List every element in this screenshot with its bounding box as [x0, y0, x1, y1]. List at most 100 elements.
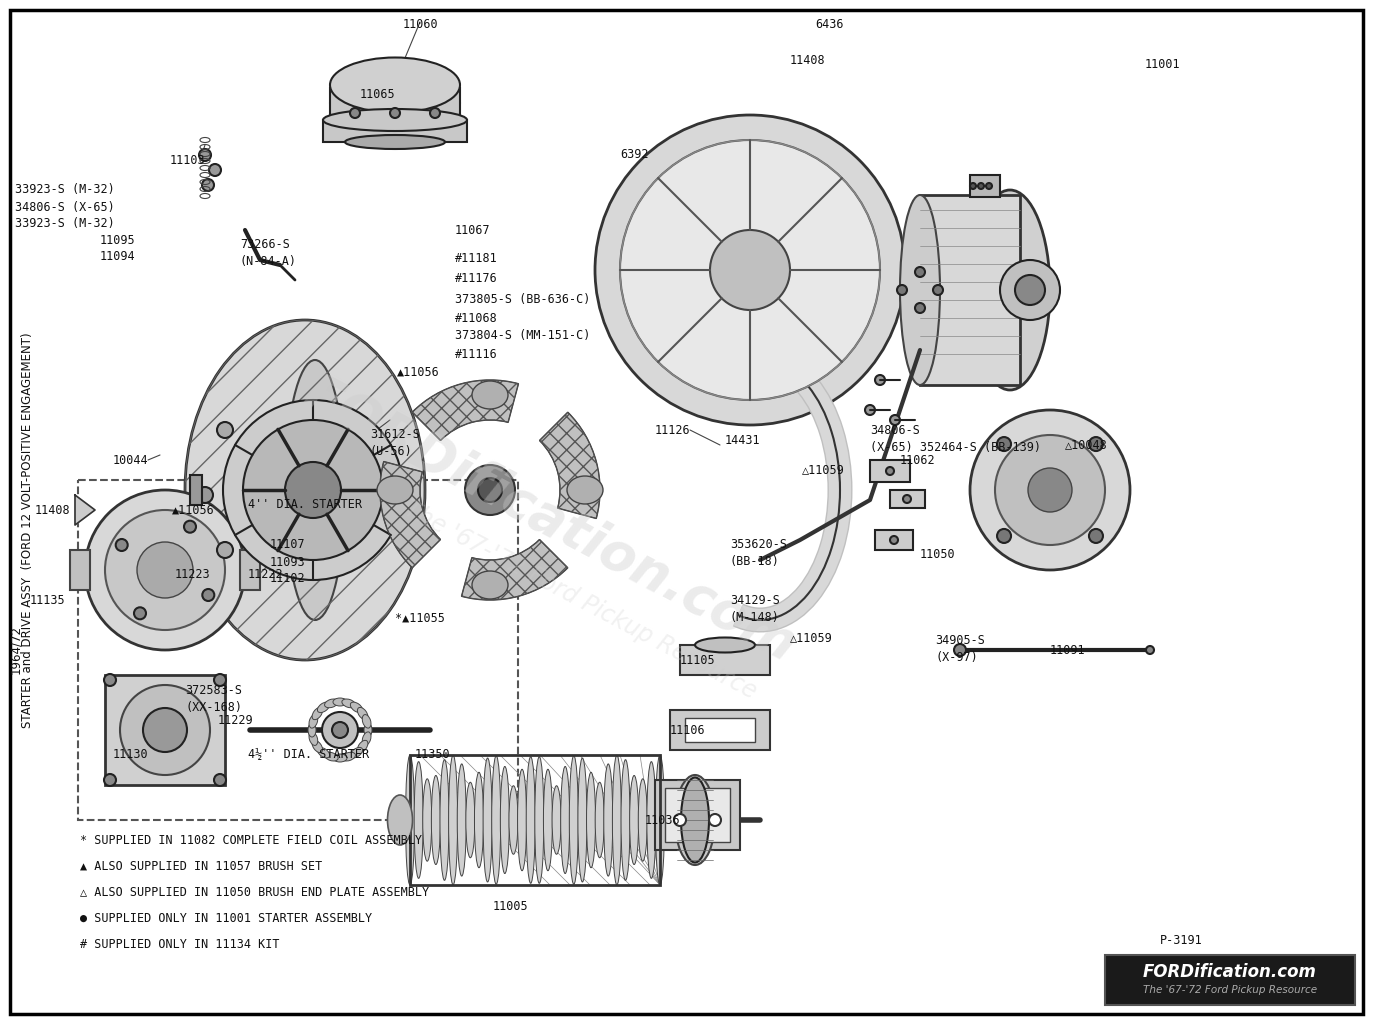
Wedge shape	[380, 462, 441, 567]
Text: △11059: △11059	[789, 632, 833, 644]
Circle shape	[184, 520, 196, 532]
Text: ▲ ALSO SUPPLIED IN 11057 BRUSH SET: ▲ ALSO SUPPLIED IN 11057 BRUSH SET	[80, 859, 323, 872]
Circle shape	[674, 814, 686, 826]
Text: 14431: 14431	[725, 433, 761, 446]
Text: 11408: 11408	[34, 504, 70, 516]
Circle shape	[1089, 529, 1103, 543]
Circle shape	[143, 708, 187, 752]
Text: STARTER and DRIVE ASSY  (FORD 12 VOLT-POSITIVE ENGAGEMENT): STARTER and DRIVE ASSY (FORD 12 VOLT-POS…	[22, 332, 34, 728]
Text: 11005: 11005	[492, 900, 527, 913]
Circle shape	[995, 435, 1105, 545]
Circle shape	[890, 415, 899, 425]
Ellipse shape	[647, 762, 656, 879]
Text: 372583-S: 372583-S	[185, 683, 242, 696]
Circle shape	[202, 589, 214, 601]
Wedge shape	[540, 413, 600, 518]
Ellipse shape	[324, 753, 338, 761]
Bar	[680, 645, 770, 675]
Ellipse shape	[312, 708, 323, 720]
Ellipse shape	[439, 760, 449, 881]
Text: 11102: 11102	[269, 571, 305, 585]
Wedge shape	[461, 540, 568, 600]
Ellipse shape	[308, 723, 316, 737]
Text: 34806-S: 34806-S	[870, 424, 920, 436]
Ellipse shape	[317, 748, 330, 758]
Ellipse shape	[309, 715, 317, 728]
Circle shape	[104, 774, 115, 786]
Text: 11223: 11223	[174, 568, 210, 582]
Bar	[104, 675, 225, 785]
Circle shape	[903, 495, 912, 503]
Bar	[700, 788, 730, 842]
Ellipse shape	[330, 57, 460, 113]
Circle shape	[886, 467, 894, 475]
Circle shape	[214, 774, 227, 786]
Text: 373805-S (BB-636-C): 373805-S (BB-636-C)	[454, 294, 590, 306]
Text: 6392: 6392	[621, 148, 648, 162]
Text: 34806-S (X-65): 34806-S (X-65)	[15, 201, 115, 213]
Text: 11036: 11036	[645, 813, 681, 826]
Text: △11059: △11059	[802, 464, 844, 476]
Bar	[969, 175, 1000, 197]
Ellipse shape	[560, 766, 570, 873]
Ellipse shape	[578, 758, 586, 882]
Text: 11106: 11106	[670, 724, 706, 736]
Bar	[411, 755, 660, 885]
Text: △ ALSO SUPPLIED IN 11050 BRUSH END PLATE ASSEMBLY: △ ALSO SUPPLIED IN 11050 BRUSH END PLATE…	[80, 886, 430, 898]
Ellipse shape	[604, 764, 612, 877]
Bar	[920, 195, 1020, 385]
Text: 11135: 11135	[29, 594, 65, 606]
Text: *▲11055: *▲11055	[395, 611, 445, 625]
Ellipse shape	[449, 755, 457, 885]
Ellipse shape	[518, 769, 527, 870]
Text: ▲11056: ▲11056	[397, 366, 439, 379]
Text: 33923-S (M-32): 33923-S (M-32)	[15, 183, 115, 197]
Ellipse shape	[969, 190, 1050, 390]
Text: 11350: 11350	[415, 749, 450, 762]
Circle shape	[997, 437, 1011, 451]
Text: ● SUPPLIED ONLY IN 11001 STARTER ASSEMBLY: ● SUPPLIED ONLY IN 11001 STARTER ASSEMBL…	[80, 911, 372, 925]
Text: 11062: 11062	[899, 454, 935, 467]
Circle shape	[1015, 275, 1045, 305]
Ellipse shape	[570, 756, 578, 885]
Ellipse shape	[324, 699, 338, 708]
Text: #11181: #11181	[454, 252, 498, 264]
Bar	[323, 120, 467, 142]
Ellipse shape	[681, 777, 708, 862]
Text: (M-148): (M-148)	[730, 610, 780, 624]
Text: FORDification.com: FORDification.com	[295, 368, 806, 673]
Text: 11130: 11130	[113, 749, 148, 762]
Text: 4½'' DIA. STARTER: 4½'' DIA. STARTER	[249, 749, 369, 762]
Circle shape	[1146, 646, 1153, 654]
Text: 11105: 11105	[680, 653, 715, 667]
Ellipse shape	[378, 476, 413, 504]
Ellipse shape	[357, 708, 368, 720]
Text: ▲11056: ▲11056	[172, 504, 216, 516]
Text: 4'' DIA. STARTER: 4'' DIA. STARTER	[249, 499, 362, 512]
Circle shape	[478, 478, 503, 502]
Circle shape	[969, 410, 1130, 570]
Ellipse shape	[323, 109, 467, 131]
Text: The '67-'72 Ford Pickup Resource: The '67-'72 Ford Pickup Resource	[400, 497, 761, 703]
Ellipse shape	[334, 698, 347, 706]
Ellipse shape	[630, 775, 638, 864]
Ellipse shape	[595, 782, 604, 858]
Text: #11068: #11068	[454, 311, 498, 325]
Text: 73266-S: 73266-S	[240, 239, 290, 252]
Circle shape	[196, 487, 213, 503]
Circle shape	[1089, 437, 1103, 451]
Ellipse shape	[350, 702, 362, 713]
Circle shape	[243, 420, 383, 560]
Circle shape	[217, 422, 233, 438]
Ellipse shape	[535, 757, 544, 884]
Circle shape	[222, 400, 404, 580]
Circle shape	[934, 285, 943, 295]
Text: #11176: #11176	[454, 271, 498, 285]
Bar	[330, 88, 460, 128]
Circle shape	[890, 536, 898, 544]
Circle shape	[202, 179, 214, 191]
Text: 11060: 11060	[402, 18, 438, 31]
Ellipse shape	[357, 740, 368, 753]
Ellipse shape	[362, 732, 371, 745]
Wedge shape	[412, 380, 519, 440]
